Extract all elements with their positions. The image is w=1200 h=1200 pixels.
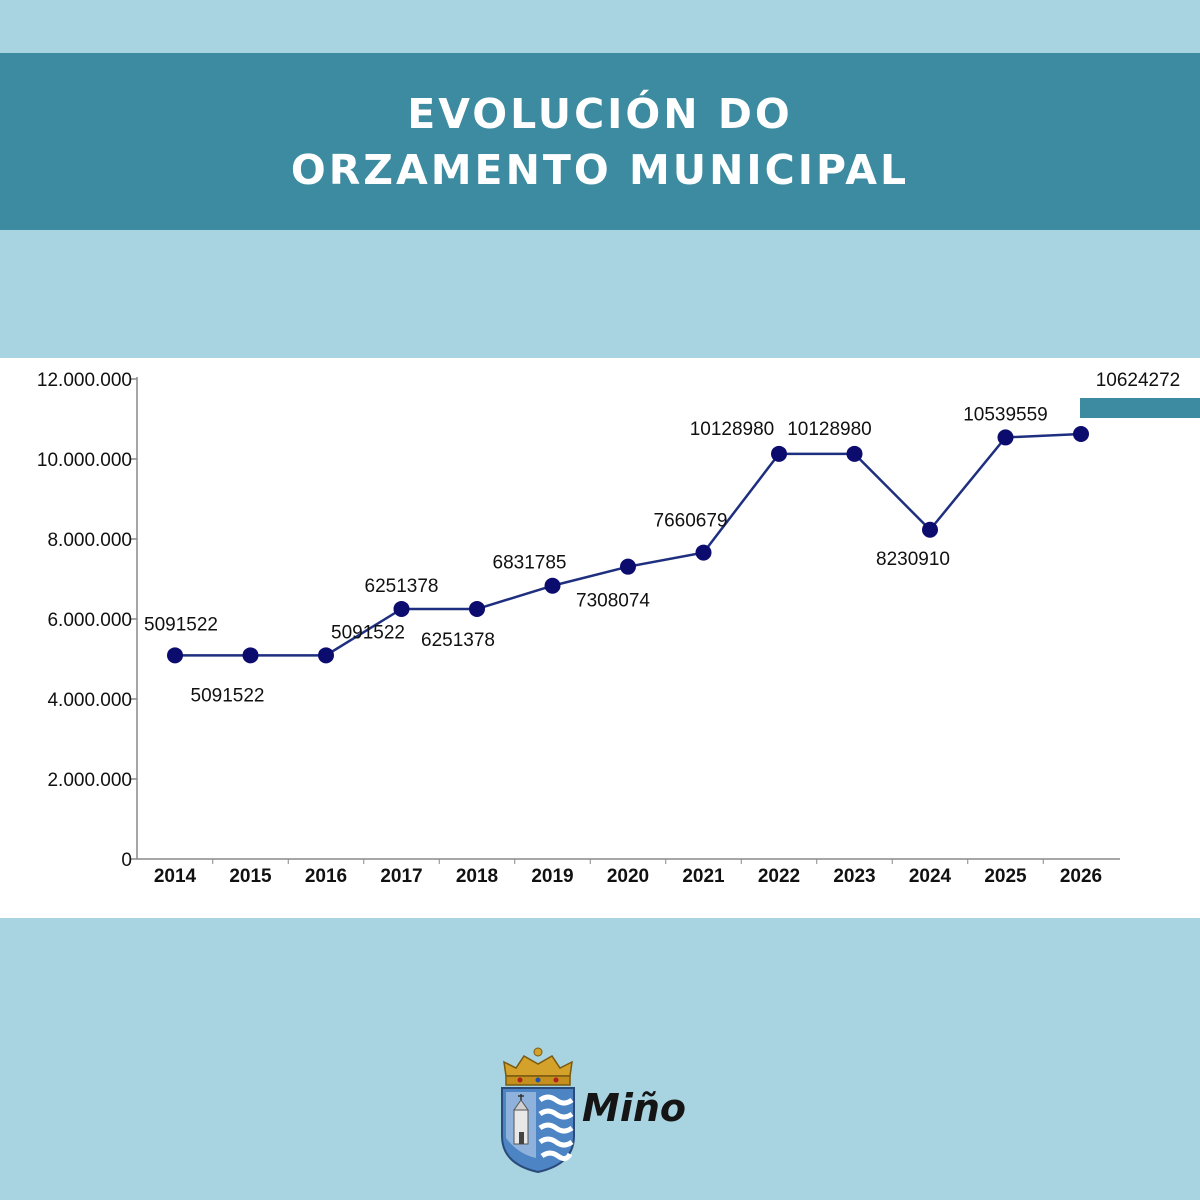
data-point — [393, 600, 410, 617]
y-tick-label: 2.000.000 — [47, 770, 132, 791]
data-point — [620, 558, 636, 575]
data-point — [318, 647, 334, 664]
title-line-1: EVOLUCIÓN DO — [407, 89, 793, 138]
chart-panel: 0 2.000.000 4.000.000 6.000.000 8.000.000 10.… — [0, 358, 1200, 918]
y-tick-label: 4.000.000 — [47, 690, 132, 711]
data-label: 10539559 — [963, 404, 1048, 425]
y-axis-ticks: 0 2.000.000 4.000.000 6.000.000 8.000.000 10.… — [37, 370, 137, 871]
x-tick-label: 2024 — [909, 866, 952, 887]
x-tick-label: 2025 — [984, 866, 1027, 887]
data-point — [469, 600, 485, 617]
data-label: 7308074 — [576, 591, 650, 612]
series-line-group — [175, 432, 1082, 657]
x-tick-label: 2026 — [1060, 866, 1102, 887]
data-point — [922, 521, 938, 538]
data-label: 6251378 — [365, 576, 439, 597]
x-tick-label: 2018 — [456, 866, 498, 887]
coat-of-arms-icon — [501, 1047, 575, 1174]
x-axis-ticks: 2014 2015 2016 2017 2018 2019 2020 2021 2022 2023… — [154, 859, 1102, 887]
municipal-logo: Miño — [498, 1046, 698, 1176]
logo-text: Miño — [582, 1086, 686, 1130]
data-label: 8230910 — [876, 549, 950, 570]
x-tick-label: 2019 — [531, 866, 573, 887]
x-tick-label: 2020 — [607, 866, 649, 887]
data-label: 5091522 — [191, 685, 265, 706]
data-point — [544, 577, 561, 594]
title-line-2: ORZAMENTO MUNICIPAL — [290, 145, 910, 194]
x-tick-label: 2015 — [229, 866, 272, 887]
data-point — [997, 429, 1014, 446]
data-point — [771, 445, 787, 462]
x-tick-label: 2023 — [833, 866, 875, 887]
data-point — [1073, 426, 1089, 443]
y-tick-label: 6.000.000 — [47, 610, 132, 631]
data-point — [242, 647, 259, 664]
data-point — [846, 445, 863, 462]
data-label: 10128980 — [690, 419, 775, 440]
chart-axes — [136, 377, 1200, 860]
x-tick-label: 2022 — [758, 866, 800, 887]
y-tick-label: 12.000.000 — [37, 370, 132, 391]
x-tick-label: 2021 — [682, 866, 725, 887]
accent-bar — [1080, 398, 1200, 418]
data-points — [167, 426, 1089, 664]
x-tick-label: 2016 — [305, 866, 347, 887]
series-line — [175, 432, 1082, 657]
data-point — [167, 647, 183, 664]
data-label: 6251378 — [421, 630, 495, 651]
data-point — [695, 544, 712, 561]
data-label: 7660679 — [654, 511, 728, 532]
x-tick-label: 2017 — [380, 866, 422, 887]
y-tick-label: 8.000.000 — [47, 530, 132, 551]
data-label: 10128980 — [787, 419, 872, 440]
title-banner: EVOLUCIÓN DO ORZAMENTO MUNICIPAL — [0, 53, 1200, 230]
data-label: 6831785 — [493, 553, 567, 574]
y-tick-label: 10.000.000 — [37, 450, 132, 471]
data-label: 5091522 — [144, 614, 218, 635]
data-label: 10624272 — [1096, 370, 1181, 391]
y-tick-label: 0 — [121, 850, 132, 871]
budget-line-chart: 0 2.000.000 4.000.000 6.000.000 8.000.000 10.… — [37, 370, 1200, 887]
data-labels: 5091522 5091522 5091522 6251378 6251378 68317… — [144, 370, 1180, 706]
data-label: 5091522 — [331, 622, 405, 643]
x-tick-label: 2014 — [154, 866, 197, 887]
